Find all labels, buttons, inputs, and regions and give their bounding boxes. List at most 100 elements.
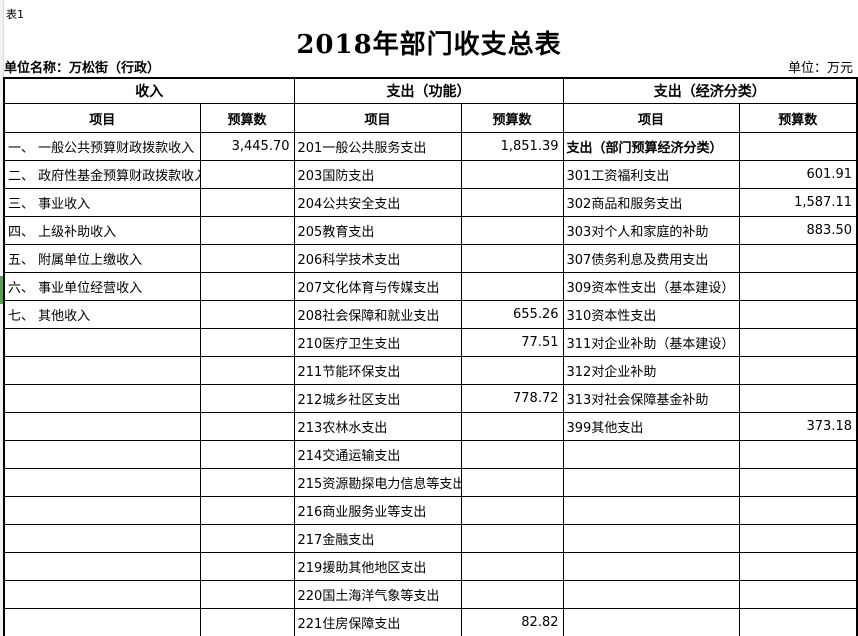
sheet-label: 表1 bbox=[6, 8, 24, 21]
income-item-cell bbox=[3, 496, 201, 525]
economic-item-cell: 313对社会保障基金补助 bbox=[562, 384, 740, 413]
function-item-cell: 207文化体育与传媒支出 bbox=[293, 272, 462, 301]
table-row: 五、 附属单位上缴收入 206科学技术支出 307债务利息及费用支出 bbox=[3, 244, 858, 273]
economic-budget-cell bbox=[738, 468, 858, 497]
table-row: 214交通运输支出 bbox=[3, 440, 858, 469]
group-header-income: 收入 bbox=[3, 77, 295, 104]
function-budget-cell bbox=[460, 412, 564, 441]
table-row: 七、 其他收入 208社会保障和就业支出 655.26 310资本性支出 bbox=[3, 300, 858, 329]
function-item-cell: 214交通运输支出 bbox=[293, 440, 462, 469]
column-header-item: 项目 bbox=[293, 103, 462, 133]
income-item-cell: 二、 政府性基金预算财政拨款收入 bbox=[3, 160, 201, 189]
table-row: 219援助其他地区支出 bbox=[3, 552, 858, 581]
table-row: 213农林水支出 399其他支出 373.18 bbox=[3, 412, 858, 441]
function-budget-cell bbox=[460, 524, 564, 553]
income-item-cell bbox=[3, 440, 201, 469]
economic-budget-cell bbox=[738, 440, 858, 469]
function-budget-cell bbox=[460, 356, 564, 385]
unit-of-measure-label: 单位：万元 bbox=[787, 61, 853, 76]
function-item-cell: 212城乡社区支出 bbox=[293, 384, 462, 413]
table-row: 221住房保障支出 82.82 bbox=[3, 608, 858, 636]
function-item-cell: 208社会保障和就业支出 bbox=[293, 300, 462, 329]
page-title: 2018年部门收支总表 bbox=[296, 30, 562, 60]
table-row: 三、 事业收入 204公共安全支出 302商品和服务支出 1,587.11 bbox=[3, 188, 858, 217]
income-budget-cell bbox=[199, 412, 295, 441]
income-budget-cell bbox=[199, 496, 295, 525]
economic-item-cell bbox=[562, 552, 740, 581]
function-budget-cell bbox=[460, 272, 564, 301]
economic-item-cell: 310资本性支出 bbox=[562, 300, 740, 329]
group-header-row: 收入 支出（功能） 支出（经济分类） bbox=[3, 77, 858, 104]
function-item-cell: 203国防支出 bbox=[293, 160, 462, 189]
economic-budget-cell: 601.91 bbox=[738, 160, 858, 189]
economic-budget-cell bbox=[738, 580, 858, 609]
economic-item-cell bbox=[562, 440, 740, 469]
function-item-cell: 201一般公共服务支出 bbox=[293, 132, 462, 161]
function-budget-cell bbox=[460, 580, 564, 609]
column-header-item: 项目 bbox=[3, 103, 201, 133]
income-item-cell bbox=[3, 552, 201, 581]
function-item-cell: 210医疗卫生支出 bbox=[293, 328, 462, 357]
income-budget-cell bbox=[199, 440, 295, 469]
economic-budget-cell bbox=[738, 244, 858, 273]
table-row: 二、 政府性基金预算财政拨款收入 203国防支出 301工资福利支出 601.91 bbox=[3, 160, 858, 189]
table-row: 211节能环保支出 312对企业补助 bbox=[3, 356, 858, 385]
economic-budget-cell: 883.50 bbox=[738, 216, 858, 245]
income-budget-cell bbox=[199, 216, 295, 245]
income-item-cell: 七、 其他收入 bbox=[3, 300, 201, 329]
function-budget-cell bbox=[460, 552, 564, 581]
function-item-cell: 219援助其他地区支出 bbox=[293, 552, 462, 581]
economic-item-cell bbox=[562, 608, 740, 636]
function-budget-cell: 778.72 bbox=[460, 384, 564, 413]
function-item-cell: 216商业服务业等支出 bbox=[293, 496, 462, 525]
economic-budget-cell bbox=[738, 608, 858, 636]
column-header-row: 项目 预算数 项目 预算数 项目 预算数 bbox=[3, 103, 858, 133]
function-item-cell: 217金融支出 bbox=[293, 524, 462, 553]
table-row: 212城乡社区支出 778.72 313对社会保障基金补助 bbox=[3, 384, 858, 413]
function-budget-cell: 655.26 bbox=[460, 300, 564, 329]
income-item-cell: 三、 事业收入 bbox=[3, 188, 201, 217]
table-row: 217金融支出 bbox=[3, 524, 858, 553]
group-header-expenditure-economic: 支出（经济分类） bbox=[562, 77, 858, 104]
table-row: 一、 一般公共预算财政拨款收入 3,445.70 201一般公共服务支出 1,851.… bbox=[3, 132, 858, 161]
income-budget-cell bbox=[199, 552, 295, 581]
column-header-budget: 预算数 bbox=[199, 103, 295, 133]
income-item-cell bbox=[3, 412, 201, 441]
income-item-cell bbox=[3, 356, 201, 385]
economic-budget-cell bbox=[738, 132, 858, 161]
income-item-cell bbox=[3, 524, 201, 553]
function-budget-cell: 82.82 bbox=[460, 608, 564, 636]
column-header-item: 项目 bbox=[562, 103, 740, 133]
table-row: 210医疗卫生支出 77.51 311对企业补助（基本建设） bbox=[3, 328, 858, 357]
economic-item-cell: 309资本性支出（基本建设） bbox=[562, 272, 740, 301]
function-budget-cell bbox=[460, 216, 564, 245]
income-item-cell: 四、 上级补助收入 bbox=[3, 216, 201, 245]
income-item-cell bbox=[3, 328, 201, 357]
economic-budget-cell bbox=[738, 384, 858, 413]
table-row: 215资源勘探电力信息等支出 bbox=[3, 468, 858, 497]
function-item-cell: 211节能环保支出 bbox=[293, 356, 462, 385]
column-header-budget: 预算数 bbox=[738, 103, 858, 133]
economic-item-cell: 311对企业补助（基本建设） bbox=[562, 328, 740, 357]
income-budget-cell bbox=[199, 244, 295, 273]
function-budget-cell bbox=[460, 244, 564, 273]
economic-budget-cell bbox=[738, 300, 858, 329]
economic-budget-cell bbox=[738, 328, 858, 357]
economic-item-cell bbox=[562, 496, 740, 525]
income-budget-cell bbox=[199, 524, 295, 553]
table-row: 六、 事业单位经营收入 207文化体育与传媒支出 309资本性支出（基本建设） bbox=[3, 272, 858, 301]
income-budget-cell bbox=[199, 160, 295, 189]
table-row: 220国土海洋气象等支出 bbox=[3, 580, 858, 609]
function-item-cell: 205教育支出 bbox=[293, 216, 462, 245]
table-body: 一、 一般公共预算财政拨款收入 3,445.70 201一般公共服务支出 1,851.… bbox=[3, 132, 858, 636]
function-item-cell: 220国土海洋气象等支出 bbox=[293, 580, 462, 609]
economic-budget-cell bbox=[738, 524, 858, 553]
green-row-marker bbox=[0, 276, 3, 304]
function-item-cell: 213农林水支出 bbox=[293, 412, 462, 441]
economic-budget-cell: 373.18 bbox=[738, 412, 858, 441]
budget-summary-table: 收入 支出（功能） 支出（经济分类） 项目 预算数 项目 预算数 项目 预算数 … bbox=[3, 77, 858, 636]
income-budget-cell bbox=[199, 328, 295, 357]
income-budget-cell bbox=[199, 356, 295, 385]
unit-name-label: 单位名称：万松街（行政） bbox=[4, 61, 161, 76]
income-budget-cell bbox=[199, 384, 295, 413]
